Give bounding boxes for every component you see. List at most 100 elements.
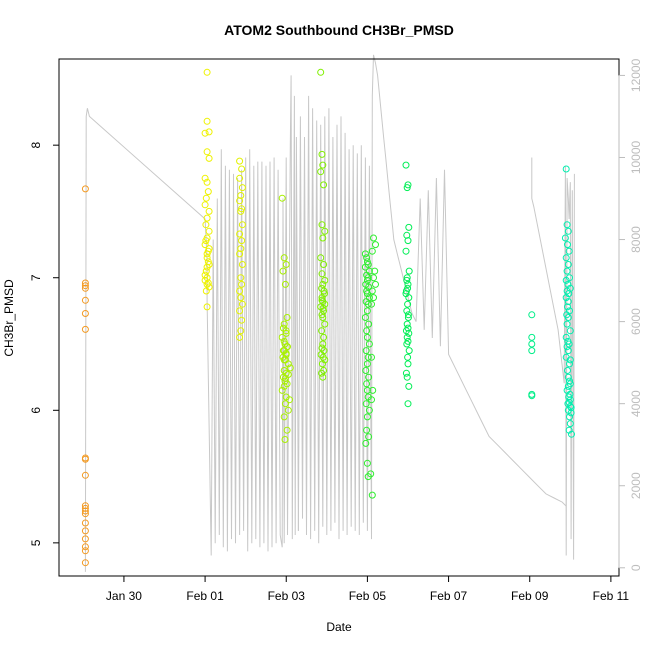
data-point: [403, 340, 411, 348]
data-point: [404, 237, 412, 245]
data-point: [403, 231, 411, 239]
data-point: [402, 161, 410, 169]
data-point: [368, 491, 376, 499]
data-point: [286, 396, 293, 404]
data-point: [318, 369, 326, 377]
data-point: [363, 254, 371, 262]
data-point: [363, 360, 371, 368]
data-point: [204, 279, 212, 287]
data-point: [563, 320, 571, 328]
data-point: [236, 197, 244, 205]
data-point: [81, 504, 89, 512]
data-point: [403, 333, 411, 341]
data-point: [203, 263, 211, 271]
data-point: [362, 367, 370, 374]
data-point: [203, 178, 211, 186]
data-point: [319, 373, 327, 381]
data-point: [236, 287, 244, 295]
x-tick-label: Feb 09: [511, 589, 549, 603]
data-point: [362, 400, 370, 408]
data-point: [284, 406, 292, 414]
data-point: [566, 377, 573, 385]
data-point: [566, 402, 574, 410]
data-point: [363, 426, 371, 434]
data-point: [361, 263, 369, 271]
data-point: [562, 333, 570, 341]
data-point: [203, 254, 211, 262]
data-point: [203, 214, 211, 222]
data-point: [81, 535, 89, 543]
data-point: [81, 510, 89, 518]
data-point: [363, 386, 371, 394]
data-point: [202, 194, 210, 202]
altitude-line-segment-3: [411, 169, 567, 507]
data-point: [205, 128, 213, 136]
data-point: [201, 271, 209, 279]
data-point: [321, 320, 329, 328]
data-point: [81, 507, 89, 515]
data-point: [205, 227, 213, 235]
x-tick-label: Feb 07: [430, 589, 468, 603]
data-point: [321, 276, 329, 284]
data-point: [236, 250, 244, 258]
x-tick-label: Feb 05: [349, 589, 387, 603]
data-point: [319, 340, 327, 348]
data-point: [238, 184, 246, 192]
data-point: [204, 258, 212, 266]
data-point: [564, 298, 572, 306]
x-tick-label: Feb 01: [186, 589, 224, 603]
data-point: [404, 280, 412, 288]
data-point: [362, 347, 370, 355]
data-point: [566, 356, 574, 364]
data-point: [364, 353, 372, 361]
data-point: [81, 325, 89, 333]
data-point: [280, 413, 288, 421]
data-point: [566, 360, 573, 368]
data-point: [370, 234, 377, 242]
data-point: [564, 227, 572, 235]
data-point: [236, 174, 244, 182]
data-point: [368, 396, 375, 404]
data-point: [238, 316, 246, 324]
data-point: [372, 280, 379, 288]
data-point: [562, 276, 570, 284]
data-point: [361, 250, 369, 258]
data-point: [202, 267, 210, 275]
y2-tick-label: 0: [629, 564, 643, 571]
data-point: [286, 364, 294, 372]
data-point: [568, 430, 575, 438]
data-point: [566, 390, 574, 398]
data-point: [201, 201, 209, 209]
data-point: [318, 296, 326, 304]
data-point: [278, 386, 286, 394]
x-tick-label: Feb 11: [593, 589, 630, 603]
data-point: [363, 333, 371, 341]
data-point: [403, 184, 411, 192]
data-point: [283, 314, 291, 321]
data-point: [372, 241, 379, 249]
data-point: [370, 274, 377, 282]
data-point: [564, 373, 572, 381]
data-point: [567, 409, 575, 417]
data-point: [368, 287, 376, 295]
data-point: [403, 274, 411, 282]
data-point: [405, 267, 413, 275]
data-point: [564, 314, 572, 321]
data-point: [564, 303, 571, 311]
data-point: [318, 221, 326, 229]
data-point: [403, 373, 411, 381]
data-point: [203, 148, 211, 156]
data-point: [528, 340, 536, 348]
data-point: [317, 168, 325, 176]
data-point: [238, 165, 246, 173]
data-point: [281, 436, 289, 443]
data-point: [201, 174, 209, 182]
data-point: [81, 471, 89, 479]
data-point: [562, 165, 570, 173]
data-point: [280, 337, 288, 345]
data-point: [528, 392, 536, 400]
data-point: [237, 294, 245, 302]
data-point: [403, 276, 411, 284]
data-point: [528, 311, 536, 319]
x-tick-label: Feb 03: [268, 589, 306, 603]
